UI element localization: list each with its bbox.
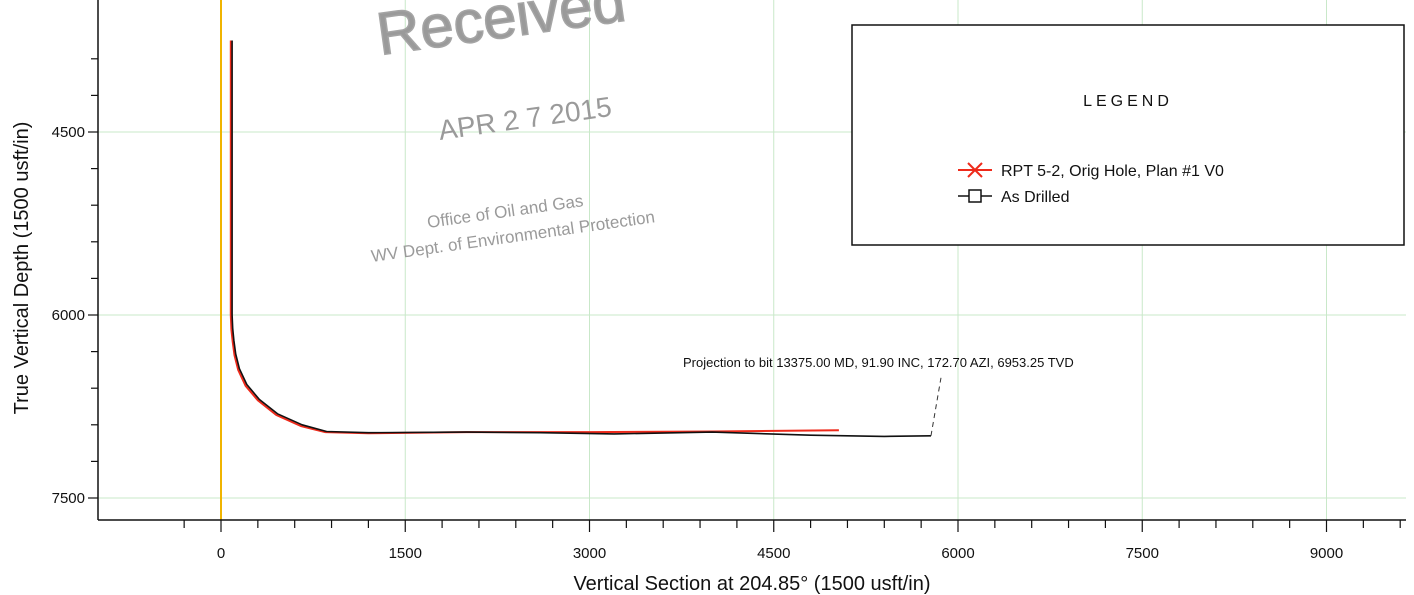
stamp-received: Received xyxy=(372,0,629,68)
y-tick-label: 6000 xyxy=(52,307,85,324)
x-tick-label: 9000 xyxy=(1310,545,1343,562)
x-tick-label: 0 xyxy=(217,545,225,562)
series-lines xyxy=(229,40,932,438)
projection-leader-line xyxy=(930,377,942,436)
legend-label-plan: RPT 5-2, Orig Hole, Plan #1 V0 xyxy=(1001,163,1224,180)
x-marker-icon xyxy=(967,162,983,178)
x-tick-label: 6000 xyxy=(941,545,974,562)
axes: 0 1500 3000 4500 6000 7500 9000 4500 6000 7500 xyxy=(52,0,1406,562)
legend-entry-plan: RPT 5-2, Orig Hole, Plan #1 V0 xyxy=(958,162,1224,180)
legend-label-drilled: As Drilled xyxy=(1001,189,1069,206)
y-axis-title: True Vertical Depth (1500 usft/in) xyxy=(11,122,33,415)
as-drilled-series-line xyxy=(231,40,932,438)
legend: LEGEND RPT 5-2, Orig Hole, Plan #1 V0 As… xyxy=(851,24,1405,246)
legend-title: LEGEND xyxy=(1083,93,1173,110)
legend-box xyxy=(851,24,1405,246)
square-marker-icon xyxy=(968,189,982,203)
y-tick-label: 4500 xyxy=(52,124,85,141)
x-tick-label: 3000 xyxy=(573,545,606,562)
x-tick-label: 1500 xyxy=(389,545,422,562)
projection-annotation: Projection to bit 13375.00 MD, 91.90 INC… xyxy=(683,355,1074,370)
legend-entry-drilled: As Drilled xyxy=(958,189,1069,206)
x-tick-label: 4500 xyxy=(757,545,790,562)
x-axis-title: Vertical Section at 204.85° (1500 usft/i… xyxy=(573,573,930,595)
x-tick-label: 7500 xyxy=(1126,545,1159,562)
received-stamp: Received APR 2 7 2015 Office of Oil and … xyxy=(370,0,656,266)
y-tick-label: 7500 xyxy=(52,490,85,507)
stamp-date: APR 2 7 2015 xyxy=(437,91,614,146)
